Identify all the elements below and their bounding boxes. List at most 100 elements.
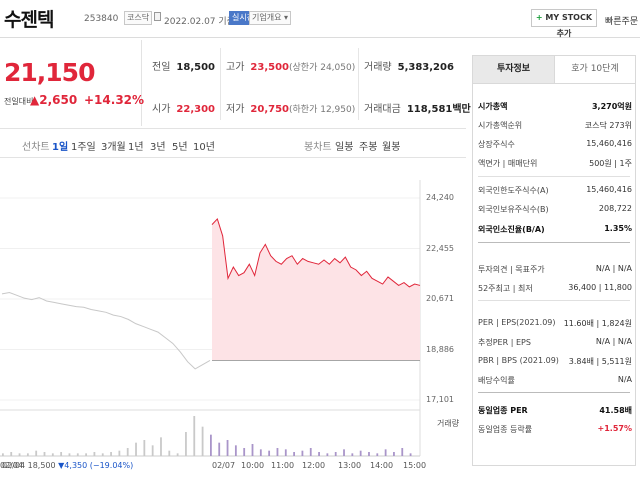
today-area — [212, 218, 420, 361]
info-row: 투자의견 | 목표주가 N/A | N/A — [478, 261, 632, 279]
info-row: 동일업종 PER 41.58배 — [478, 402, 632, 420]
volume-bar — [10, 452, 13, 456]
info-row: 동일업종 등락률 +1.57% — [478, 421, 632, 439]
investment-info-panel: 투자정보 호가 10단계 시가총액 3,270억원 시가총액순위 코스닥 273위 상장… — [472, 55, 636, 466]
volume-bar — [135, 442, 137, 456]
volume-bar — [393, 452, 395, 456]
volume-bar — [234, 445, 237, 456]
info-row: 상장주식수 15,460,416 — [478, 136, 632, 154]
info-row: 52주최고 | 최저 36,400 | 11,800 — [478, 280, 632, 298]
y-tick-label: 20,671 — [426, 294, 454, 303]
volume-bar — [376, 453, 379, 456]
stock-code: 253840 — [84, 14, 119, 24]
info-row-value: +1.57% — [597, 424, 632, 433]
info-row-value: 500원 | 1주 — [589, 159, 632, 168]
volume-bar — [359, 450, 362, 456]
x-tick-label: 10:00 — [241, 461, 265, 470]
info-row-label: PBR | BPS (2021.09) — [478, 356, 559, 365]
info-divider — [478, 392, 630, 393]
info-row: 시가총액순위 코스닥 273위 — [478, 117, 632, 135]
volume-bar — [201, 426, 204, 456]
volume-bar — [301, 450, 304, 456]
chart-period-tabs: 선차트 1일 1주일 3개월 1년 3년 5년 10년 봉차트 일봉 주봉 월봉 — [0, 128, 466, 158]
add-mystock-button[interactable]: + MY STOCK 추가 — [531, 9, 597, 38]
volume-bar — [118, 450, 121, 456]
info-row-value: 코스닥 273위 — [584, 121, 632, 130]
y-tick-label: 17,101 — [426, 395, 454, 404]
volume-bar — [351, 453, 354, 456]
volume-bar — [26, 453, 29, 456]
tab-1week[interactable]: 1주일 — [71, 142, 96, 153]
volume-bar — [2, 453, 4, 456]
info-row-label: 외국인소진율(B/A) — [478, 225, 545, 234]
x-tick-label: 13:00 — [338, 461, 362, 470]
add-mystock-label: MY STOCK 추가 — [545, 13, 593, 38]
volume-bar — [409, 453, 412, 456]
tab-daily-candle[interactable]: 일봉 — [335, 142, 354, 153]
current-price: 21,150 — [4, 58, 95, 87]
info-row-value: 208,722 — [598, 204, 632, 213]
volume-label: 거래량 — [437, 419, 460, 428]
price-change-pct: +14.32% — [84, 93, 145, 107]
tab-5year[interactable]: 5년 — [172, 142, 188, 153]
tab-investment-info[interactable]: 투자정보 — [473, 56, 554, 83]
volume-bar — [293, 452, 295, 456]
stat-volume: 거래량 5,383,206 — [364, 62, 454, 73]
volume-bar — [284, 449, 287, 456]
volume-bar — [60, 452, 63, 456]
tab-monthly-candle[interactable]: 월봉 — [382, 142, 401, 153]
tab-10year[interactable]: 10년 — [193, 142, 215, 153]
line-chart-label[interactable]: 선차트 — [22, 142, 50, 153]
info-row-value: N/A | N/A — [595, 264, 632, 273]
tab-3year[interactable]: 3년 — [150, 142, 166, 153]
chart-footer: 02/04 18,500 ▼4,350 (−19.04%) — [2, 461, 134, 470]
volume-bar — [85, 453, 87, 456]
info-row-label: 투자의견 | 목표주가 — [478, 265, 545, 274]
volume-bar — [276, 448, 279, 456]
tab-1day[interactable]: 1일 — [52, 142, 69, 153]
tab-order-book[interactable]: 호가 10단계 — [554, 56, 635, 83]
volume-bar — [309, 448, 312, 456]
x-tick-label: 14:00 — [370, 461, 394, 470]
volume-bar — [43, 452, 46, 456]
info-row-value: 11.60배 | 1,824원 — [563, 319, 632, 328]
info-row-value: N/A — [617, 375, 632, 384]
info-row-label: 추정PER | EPS — [478, 338, 531, 347]
tab-3month[interactable]: 3개월 — [101, 142, 126, 153]
volume-bar — [210, 434, 212, 456]
stock-name[interactable]: 수젠텍 — [4, 9, 54, 31]
price-change: ▲2,650 — [30, 93, 78, 107]
price-chart[interactable]: 24,240 22,455 20,671 18,886 17,101 02/04 02/0… — [0, 160, 466, 470]
price-summary: 21,150 전일대비 ▲2,650 +14.32% — [0, 40, 145, 126]
candle-chart-label[interactable]: 봉차트 — [304, 142, 332, 153]
x-tick-label: 02/07 — [212, 461, 236, 470]
tab-1year[interactable]: 1년 — [128, 142, 144, 153]
info-row: 외국인보유주식수(B) 208,722 — [478, 201, 632, 219]
volume-bar — [193, 416, 196, 456]
info-divider — [478, 176, 630, 177]
info-row-label: 배당수익률 — [478, 376, 515, 385]
info-divider — [478, 300, 630, 301]
volume-bar — [151, 445, 154, 456]
volume-bar — [168, 450, 171, 456]
info-row: 시가총액 3,270억원 — [478, 98, 632, 116]
volume-bar — [259, 449, 262, 456]
company-overview-button[interactable]: 기업개요 ▾ — [249, 11, 291, 25]
tab-weekly-candle[interactable]: 주봉 — [359, 142, 378, 153]
info-row: 외국인한도주식수(A) 15,460,416 — [478, 182, 632, 200]
today-line — [211, 217, 421, 288]
stat-low: 저가 20,750(하한가 12,950) — [226, 104, 356, 115]
info-row-value: 3,270억원 — [591, 102, 632, 111]
x-tick-label: 15:00 — [403, 461, 427, 470]
volume-bar — [401, 448, 404, 456]
quick-order-button[interactable]: 빠른주문 — [605, 17, 639, 27]
info-row-label: 52주최고 | 최저 — [478, 284, 533, 293]
info-row-value: 15,460,416 — [586, 139, 632, 148]
x-tick-label: 02/04 — [0, 461, 24, 470]
volume-bar — [343, 449, 345, 456]
volume-bar — [160, 437, 162, 456]
volume-bar — [384, 449, 387, 456]
info-row-label: 액면가 | 매매단위 — [478, 159, 538, 168]
volume-bar — [35, 450, 38, 456]
